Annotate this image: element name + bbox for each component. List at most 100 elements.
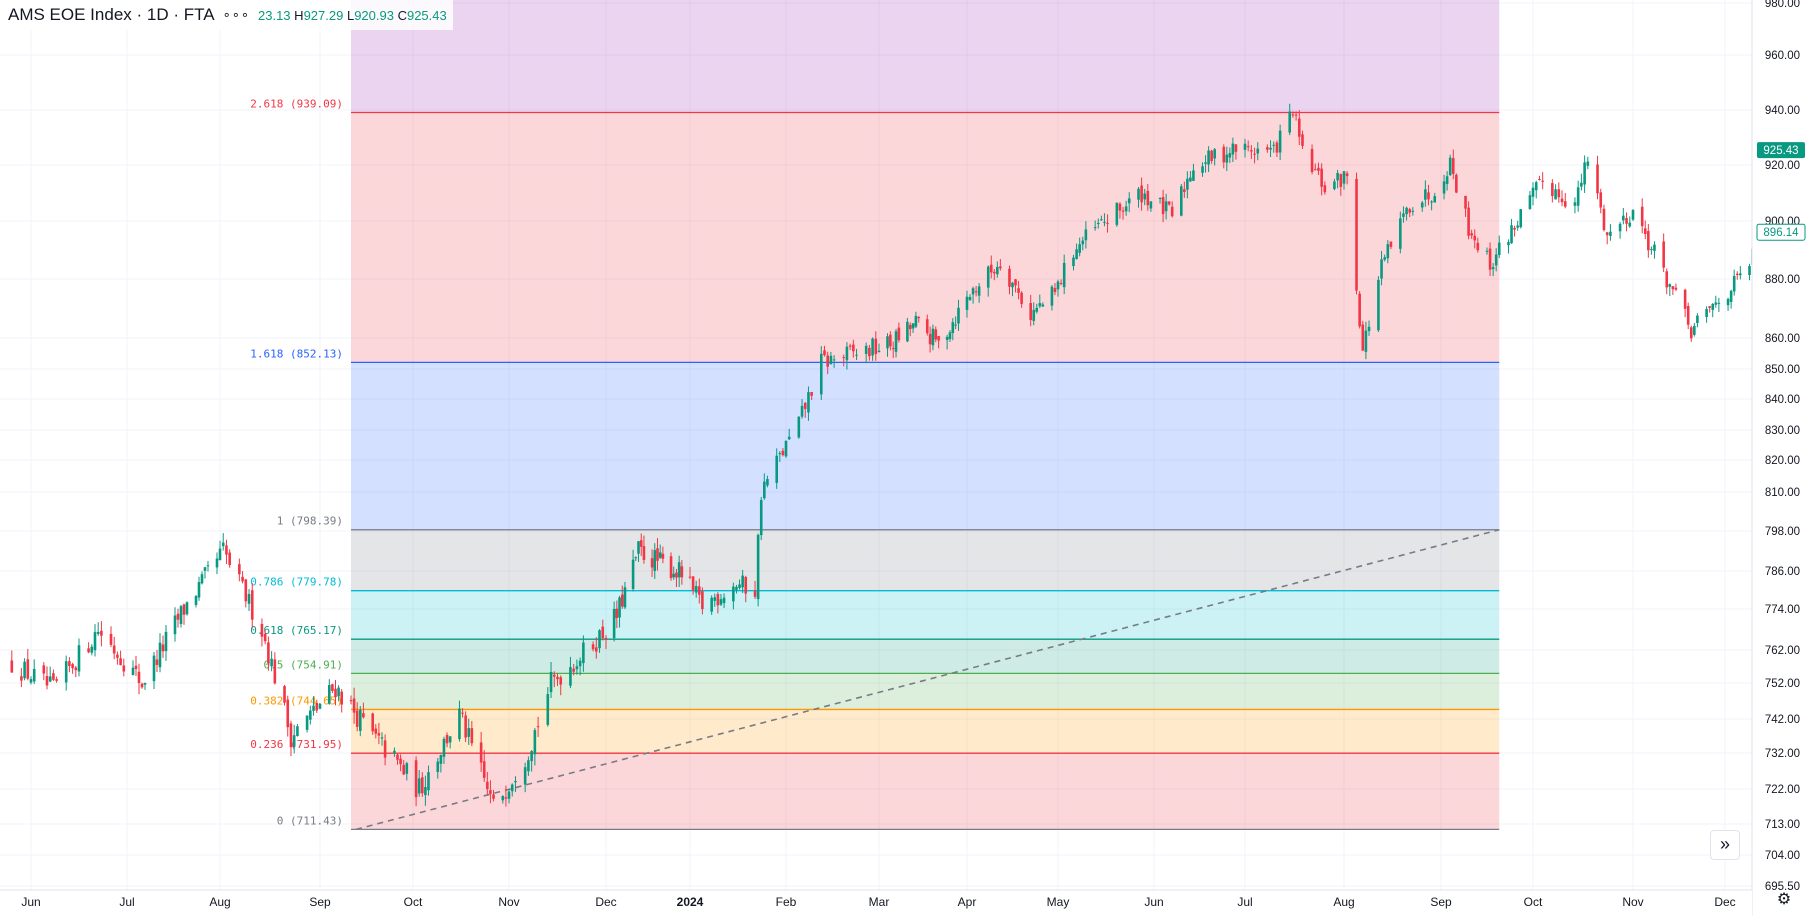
candle-body bbox=[937, 336, 940, 341]
candle-body bbox=[1288, 111, 1292, 133]
candle-body bbox=[533, 730, 537, 755]
candle-body bbox=[267, 642, 270, 664]
candle-body bbox=[604, 637, 608, 640]
candle-body bbox=[283, 686, 286, 703]
candle-body bbox=[247, 593, 251, 604]
candle-body bbox=[393, 750, 396, 754]
candle-body bbox=[470, 728, 474, 744]
candle-body bbox=[238, 564, 241, 575]
candle-body bbox=[575, 666, 579, 670]
candles bbox=[10, 103, 1782, 807]
more-icon[interactable]: ∘∘∘ bbox=[222, 7, 250, 22]
candle-body bbox=[722, 597, 726, 604]
candle-body bbox=[1228, 153, 1232, 158]
candle-body bbox=[1072, 257, 1075, 267]
candle-body bbox=[263, 633, 267, 642]
candle-body bbox=[1448, 157, 1452, 176]
candle-body bbox=[1140, 185, 1143, 203]
candle-body bbox=[109, 633, 113, 645]
candle-body bbox=[489, 790, 492, 794]
candle-body bbox=[672, 573, 676, 578]
time-axis: Jun Jul Aug Sep Oct Nov Dec 2024 Feb Mar Apr May Jun… bbox=[0, 889, 1752, 916]
candle-body bbox=[1748, 266, 1751, 275]
candle-body bbox=[1586, 161, 1590, 166]
candle-body bbox=[1708, 306, 1711, 308]
candle-body bbox=[1631, 209, 1635, 220]
candle-body bbox=[1367, 326, 1371, 332]
candle-body bbox=[891, 348, 895, 350]
symbol-title[interactable]: AMS EOE Index · 1D · FTA bbox=[8, 5, 215, 24]
candle-body bbox=[179, 606, 183, 624]
candle-body bbox=[1573, 202, 1577, 206]
candle-body bbox=[1519, 209, 1523, 228]
candle-body bbox=[1317, 167, 1320, 171]
candle-body bbox=[161, 644, 165, 652]
candle-body bbox=[1640, 206, 1644, 227]
candle-body bbox=[656, 548, 659, 561]
candle-body bbox=[48, 676, 52, 682]
candle-body bbox=[1124, 206, 1128, 212]
candle-body bbox=[1662, 241, 1665, 268]
candle-body bbox=[1470, 233, 1473, 236]
candle-body bbox=[399, 758, 402, 765]
candle-body bbox=[352, 698, 356, 713]
candle-body bbox=[906, 321, 909, 342]
candle-body bbox=[642, 546, 646, 560]
candle-body bbox=[977, 286, 981, 296]
candle-body bbox=[1714, 302, 1718, 305]
time-tick-label: May bbox=[1047, 895, 1070, 909]
candle-body bbox=[1164, 201, 1168, 212]
candle-body bbox=[1531, 187, 1535, 197]
candle-body bbox=[131, 667, 135, 675]
candle-body bbox=[634, 557, 638, 559]
candle-body bbox=[1017, 288, 1020, 293]
candle-body bbox=[23, 661, 26, 679]
fib-level-label: 1 (798.39) bbox=[277, 515, 343, 528]
candle-body bbox=[572, 668, 575, 672]
candle-body bbox=[1513, 227, 1516, 230]
candle-body bbox=[1528, 195, 1532, 209]
time-tick-label: Jul bbox=[1237, 895, 1252, 909]
candle-body bbox=[140, 683, 144, 688]
candle-body bbox=[377, 733, 381, 736]
price-tick-label: 840.00 bbox=[1765, 394, 1800, 406]
candle-body bbox=[116, 654, 119, 658]
candle-body bbox=[143, 682, 147, 685]
price-tick-label: 860.00 bbox=[1765, 333, 1800, 345]
candle-body bbox=[658, 552, 662, 558]
price-tick-label: 713.00 bbox=[1765, 819, 1800, 831]
candle-body bbox=[826, 355, 829, 367]
time-tick-label: Aug bbox=[1333, 895, 1354, 909]
settings-icon[interactable]: ⚙ bbox=[1776, 891, 1792, 908]
candle-body bbox=[1323, 185, 1327, 193]
time-tick-label: Jun bbox=[21, 895, 40, 909]
candle-body bbox=[951, 322, 955, 333]
candle-body bbox=[1167, 201, 1171, 205]
candle-body bbox=[968, 297, 972, 300]
candle-body bbox=[305, 715, 309, 730]
candle-body bbox=[1062, 262, 1066, 288]
candle-body bbox=[158, 642, 162, 668]
candle-body bbox=[601, 626, 605, 638]
candle-body bbox=[1599, 192, 1603, 208]
candle-body bbox=[688, 576, 692, 578]
candle-body bbox=[753, 590, 757, 597]
candle-body bbox=[716, 594, 720, 606]
candle-body bbox=[1696, 315, 1699, 324]
candle-body bbox=[1516, 225, 1519, 228]
fib-level-label: 2.618 (939.09) bbox=[250, 98, 343, 111]
candle-body bbox=[197, 582, 201, 598]
price-tick-label: 960.00 bbox=[1765, 50, 1800, 62]
candle-body bbox=[331, 684, 334, 691]
candle-body bbox=[908, 324, 912, 330]
candle-body bbox=[182, 604, 186, 615]
candle-body bbox=[1671, 286, 1675, 290]
candle-body bbox=[759, 500, 763, 536]
candle-body bbox=[829, 355, 833, 365]
scroll-to-realtime-button[interactable]: » bbox=[1710, 830, 1740, 860]
candle-body bbox=[1411, 210, 1415, 212]
candle-body bbox=[1420, 202, 1424, 208]
candle-body bbox=[1386, 244, 1390, 259]
price-tick-label: 980.00 bbox=[1765, 0, 1800, 10]
